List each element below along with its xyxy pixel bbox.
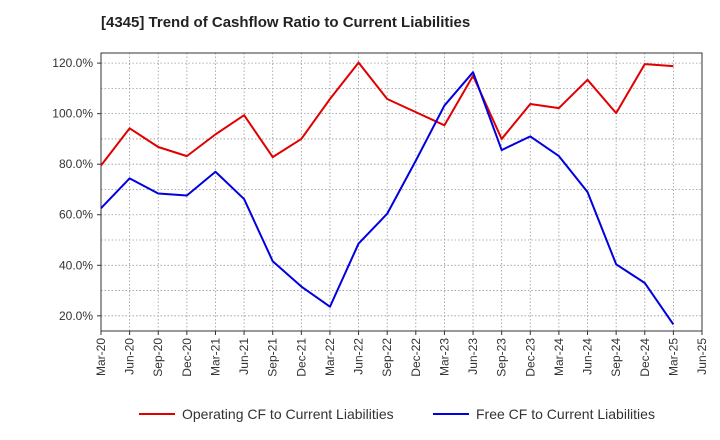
y-tick-label: 20.0% <box>59 309 93 323</box>
plot-background <box>101 53 702 331</box>
x-tick-label: Mar-25 <box>666 338 680 376</box>
x-tick-label: Jun-24 <box>581 338 595 375</box>
x-tick-label: Dec-23 <box>523 338 537 377</box>
series-line-free-cf <box>100 71 675 325</box>
x-tick-label: Mar-20 <box>94 338 108 376</box>
x-tick-label: Dec-24 <box>638 338 652 377</box>
y-tick-label: 40.0% <box>59 258 93 272</box>
x-tick-label: Mar-24 <box>552 338 566 376</box>
x-tick-label: Sep-21 <box>266 338 280 377</box>
y-tick-label: 100.0% <box>52 107 93 121</box>
x-tick-label: Mar-22 <box>323 338 337 376</box>
y-tick-label: 60.0% <box>59 208 93 222</box>
chart-title: [4345] Trend of Cashflow Ratio to Curren… <box>101 14 471 31</box>
y-tick-label: 80.0% <box>59 157 93 171</box>
x-tick-label: Jun-23 <box>466 338 480 375</box>
x-tick-label: Dec-21 <box>294 338 308 377</box>
x-tick-label: Jun-21 <box>237 338 251 375</box>
legend-label: Free CF to Current Liabilities <box>476 406 655 422</box>
plot-frame <box>100 52 703 332</box>
x-tick-label: Jun-20 <box>123 338 137 375</box>
legend-label: Operating CF to Current Liabilities <box>182 406 394 422</box>
x-tick-label: Jun-25 <box>695 338 709 375</box>
y-tick-label: 120.0% <box>52 56 93 70</box>
x-tick-label: Sep-23 <box>495 338 509 377</box>
x-tick-label: Dec-20 <box>180 338 194 377</box>
series-line-operating-cf <box>100 61 674 167</box>
x-tick-label: Mar-21 <box>208 338 222 376</box>
x-tick-label: Jun-22 <box>352 338 366 375</box>
x-tick-label: Dec-22 <box>409 338 423 377</box>
x-tick-label: Sep-20 <box>151 338 165 377</box>
x-tick-label: Sep-24 <box>609 338 623 377</box>
x-tick-label: Sep-22 <box>380 338 394 377</box>
x-tick-label: Mar-23 <box>437 338 451 376</box>
